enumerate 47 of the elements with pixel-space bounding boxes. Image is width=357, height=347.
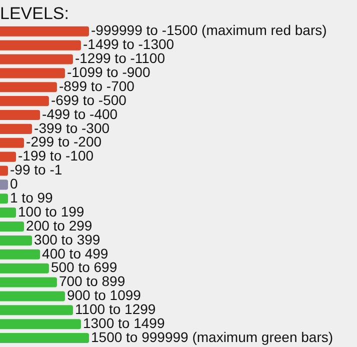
y-tick-label: -199 to -100 <box>18 148 94 164</box>
y-tick-label: -299 to -200 <box>26 134 102 150</box>
bar <box>0 319 81 330</box>
y-tick-label: -399 to -300 <box>34 120 110 136</box>
bar <box>0 194 8 204</box>
bar <box>0 263 49 274</box>
bar <box>0 68 65 78</box>
y-tick-label: 500 to 699 <box>50 259 118 276</box>
y-tick-label: 100 to 199 <box>18 203 84 220</box>
bar <box>0 138 24 148</box>
bar <box>0 166 8 176</box>
bar <box>0 54 73 64</box>
bar <box>0 277 57 288</box>
bar <box>0 26 89 36</box>
chart-title: LEVELS: <box>0 4 69 23</box>
bar <box>0 208 16 218</box>
y-tick-label: -999999 to -1500 (maximum red bars) <box>91 22 327 38</box>
bar <box>0 180 8 190</box>
y-tick-label: -499 to -400 <box>42 106 118 122</box>
bar <box>0 96 49 106</box>
y-tick-label: 1 to 99 <box>10 190 54 206</box>
y-tick-label: 700 to 899 <box>58 273 126 290</box>
y-tick-label: -1299 to -1100 <box>74 50 166 66</box>
y-tick-label: -699 to -500 <box>50 92 127 108</box>
y-tick-label: -1499 to -1300 <box>82 36 174 52</box>
y-tick-label: 300 to 399 <box>34 231 100 248</box>
bar <box>0 152 16 162</box>
bar <box>0 40 81 50</box>
bar <box>0 82 57 92</box>
bar <box>0 235 32 246</box>
y-tick-label: -99 to -1 <box>10 162 62 178</box>
bar <box>0 110 40 120</box>
bar <box>0 249 40 260</box>
bar <box>0 222 24 232</box>
y-tick-label: 1300 to 1499 <box>82 314 165 331</box>
bar <box>0 305 73 316</box>
y-tick-label: 1100 to 1299 <box>74 301 156 318</box>
y-tick-label: 200 to 299 <box>26 217 92 234</box>
y-tick-label: -899 to -700 <box>58 78 135 94</box>
y-tick-label: 1500 to 999999 (maximum green bars) <box>91 328 334 345</box>
y-tick-label: -1099 to -900 <box>66 64 150 80</box>
y-tick-label: 900 to 1099 <box>66 287 142 304</box>
bar <box>0 291 65 302</box>
y-tick-label: 0 <box>10 176 18 192</box>
y-tick-label: 400 to 499 <box>42 245 108 262</box>
bar <box>0 333 89 344</box>
bar <box>0 124 32 134</box>
